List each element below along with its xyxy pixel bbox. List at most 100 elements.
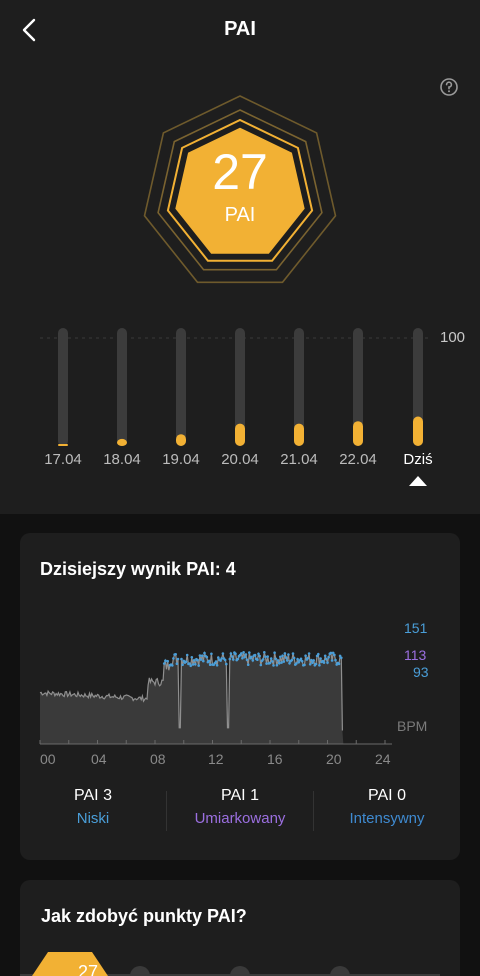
low-zone-point: [308, 663, 312, 666]
low-zone-point: [230, 655, 234, 658]
chart-max-label: 100: [440, 329, 466, 346]
low-zone-point: [184, 660, 188, 663]
low-zone-point: [295, 662, 298, 665]
day-bar-track[interactable]: [176, 328, 186, 446]
pai-breakdown: PAI 3 Niski PAI 1 Umiarkowany PAI 0 Inte…: [20, 787, 460, 837]
low-zone-point: [327, 655, 330, 659]
low-zone-point: [314, 662, 318, 666]
low-zone-point: [312, 659, 316, 662]
app-header: PAI: [0, 0, 480, 64]
low-zone-point: [251, 659, 255, 662]
low-zone-point: [208, 663, 212, 666]
low-zone-point: [304, 654, 307, 657]
low-zone-point: [162, 662, 166, 665]
low-zone-point: [243, 655, 246, 659]
hour-label: 04: [91, 751, 107, 767]
low-zone-point: [272, 664, 275, 667]
weekly-pai-chart: 17.04 18.04 19.04 20.04 21.04 22.04 Dziś: [40, 328, 433, 486]
low-zone-point: [264, 655, 267, 659]
low-zone-point: [281, 654, 284, 657]
low-zone-point: [205, 655, 209, 659]
low-zone-point: [228, 657, 232, 661]
low-zone-point: [197, 664, 200, 667]
heart-rate-area: [40, 652, 344, 744]
stat-moderate-label: Umiarkowany: [194, 810, 286, 827]
day-label: 22.04: [339, 451, 377, 468]
low-zone-point: [325, 657, 328, 661]
day-bar-track[interactable]: [413, 328, 423, 446]
low-zone-point: [215, 664, 219, 667]
stat-moderate: PAI 1 Umiarkowany: [167, 787, 313, 827]
low-zone-point: [188, 662, 191, 665]
low-zone-point: [219, 659, 222, 662]
hour-label: 24: [375, 751, 391, 767]
hour-label: 00: [40, 751, 56, 767]
low-zone-point: [268, 661, 272, 665]
zone-high-label: 151: [404, 620, 428, 636]
hour-label: 12: [208, 751, 224, 767]
help-icon: [440, 78, 458, 96]
low-zone-point: [311, 661, 314, 664]
low-zone-point: [263, 651, 266, 654]
low-zone-point: [280, 661, 283, 664]
low-zone-point: [256, 658, 259, 661]
low-zone-point: [275, 663, 279, 667]
pai-score: 27: [212, 144, 268, 200]
low-zone-point: [306, 656, 310, 660]
low-zone-point: [299, 657, 303, 661]
selected-day-indicator: [409, 476, 427, 486]
day-label: 20.04: [221, 451, 259, 468]
day-bar-track[interactable]: [235, 328, 245, 446]
day-bar-fill: [117, 438, 127, 446]
low-zone-point: [190, 656, 194, 659]
hour-label: 16: [267, 751, 283, 767]
low-zone-point: [246, 663, 250, 666]
day-bar-fill: [58, 444, 68, 446]
page-title: PAI: [224, 18, 256, 40]
step-dot: [330, 966, 350, 976]
low-zone-point: [261, 658, 265, 661]
day-bar-track[interactable]: [58, 328, 68, 446]
stat-low-label: Niski: [76, 810, 110, 827]
day-bar-track[interactable]: [353, 328, 363, 446]
low-zone-point: [245, 658, 249, 662]
bpm-unit-label: BPM: [397, 718, 428, 734]
day-bar-fill: [176, 434, 186, 446]
low-zone-point: [271, 660, 274, 663]
low-zone-point: [199, 658, 203, 661]
low-zone-point: [303, 663, 306, 667]
day-bar-track[interactable]: [117, 328, 127, 446]
low-zone-point: [276, 659, 280, 662]
low-zone-point: [257, 652, 260, 656]
low-zone-point: [217, 656, 220, 659]
low-zone-point: [307, 652, 311, 655]
mini-pai-value: 27: [78, 962, 99, 976]
stat-moderate-value: PAI 1: [221, 787, 259, 804]
low-zone-point: [236, 657, 240, 661]
stat-intense: PAI 0 Intensywny: [314, 787, 460, 827]
low-zone-point: [164, 659, 167, 662]
low-zone-point: [259, 663, 263, 667]
low-zone-point: [331, 651, 335, 655]
low-zone-point: [326, 661, 329, 664]
low-zone-point: [333, 653, 336, 657]
low-zone-point: [285, 659, 289, 662]
low-zone-point: [240, 652, 243, 655]
low-zone-point: [234, 652, 237, 655]
low-zone-point: [300, 659, 304, 663]
help-button[interactable]: [439, 77, 459, 97]
low-zone-point: [194, 662, 197, 666]
stat-intense-label: Intensywny: [349, 810, 425, 827]
day-label: 19.04: [162, 451, 200, 468]
low-zone-point: [248, 651, 251, 654]
low-zone-point: [317, 652, 320, 656]
low-zone-point: [180, 657, 183, 661]
low-zone-point: [189, 664, 192, 667]
pai-unit: PAI: [224, 204, 256, 226]
low-zone-point: [273, 651, 276, 654]
back-button[interactable]: [14, 14, 46, 46]
day-label: 21.04: [280, 451, 318, 468]
low-zone-point: [202, 659, 205, 663]
day-bar-track[interactable]: [294, 328, 304, 446]
heart-rate-chart: [39, 650, 392, 745]
